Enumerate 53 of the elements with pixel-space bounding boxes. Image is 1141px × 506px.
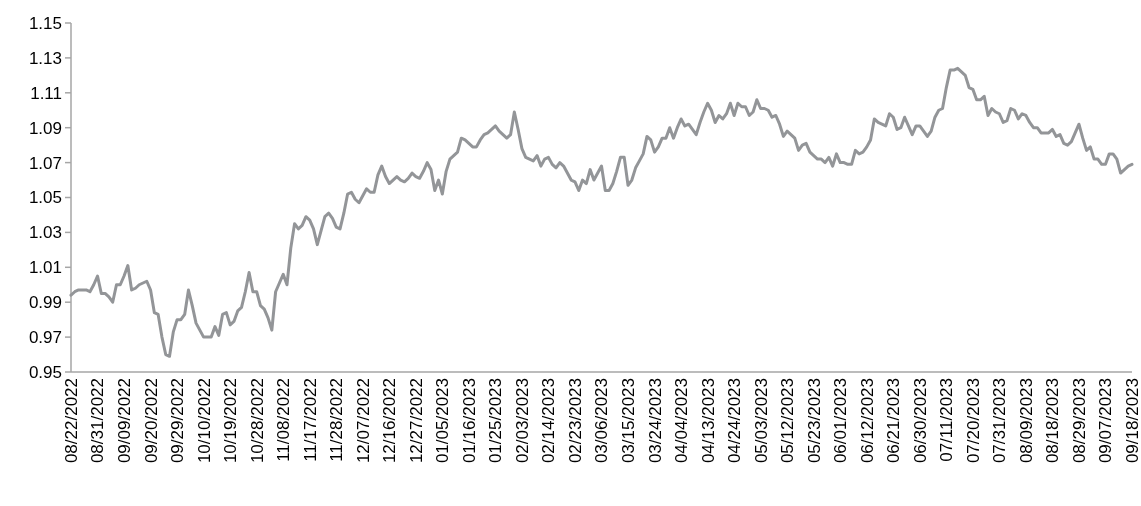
x-tick-label: 04/13/2023 bbox=[698, 378, 718, 464]
x-tick-label: 07/20/2023 bbox=[963, 378, 983, 464]
x-tick-label: 03/15/2023 bbox=[618, 378, 638, 464]
y-tick-label: 1.05 bbox=[28, 188, 62, 208]
x-tick-label: 02/14/2023 bbox=[539, 378, 559, 464]
x-tick-label: 10/10/2022 bbox=[194, 378, 214, 464]
x-tick-label: 11/17/2022 bbox=[300, 378, 320, 462]
x-tick-label: 08/31/2022 bbox=[88, 378, 108, 464]
x-tick-label: 06/30/2023 bbox=[910, 378, 930, 464]
x-tick-label: 12/27/2022 bbox=[406, 378, 426, 464]
x-tick-label: 09/20/2022 bbox=[141, 378, 161, 464]
x-tick-label: 12/07/2022 bbox=[353, 378, 373, 464]
x-tick-label: 08/29/2023 bbox=[1069, 378, 1089, 464]
x-tick-label: 02/03/2023 bbox=[512, 378, 532, 464]
y-tick-label: 1.15 bbox=[28, 13, 62, 33]
y-tick-label: 1.11 bbox=[30, 83, 62, 103]
x-tick-label: 05/03/2023 bbox=[751, 378, 771, 464]
x-tick-label: 06/12/2023 bbox=[857, 378, 877, 464]
x-tick-label: 05/12/2023 bbox=[778, 378, 798, 464]
line-series bbox=[69, 66, 1134, 358]
x-tick-label: 09/18/2023 bbox=[1122, 378, 1141, 464]
y-tick-label: 0.99 bbox=[28, 293, 62, 313]
x-tick-label: 09/07/2023 bbox=[1096, 378, 1116, 464]
y-tick-label: 0.97 bbox=[28, 328, 62, 348]
x-tick-label: 10/19/2022 bbox=[221, 378, 241, 464]
x-tick-label: 03/06/2023 bbox=[592, 378, 612, 464]
x-tick-label: 11/08/2022 bbox=[274, 378, 294, 462]
x-tick-label: 01/16/2023 bbox=[459, 378, 479, 464]
x-tick-label: 11/28/2022 bbox=[327, 378, 347, 462]
x-tick-label: 10/28/2022 bbox=[247, 378, 267, 464]
x-tick-label: 03/24/2023 bbox=[645, 378, 665, 464]
x-tick-label: 07/31/2023 bbox=[990, 378, 1010, 464]
x-tick-label: 04/04/2023 bbox=[672, 378, 692, 464]
y-tick-label: 1.07 bbox=[28, 153, 62, 173]
x-tick-label: 02/23/2023 bbox=[565, 378, 585, 464]
x-tick-label: 01/05/2023 bbox=[433, 378, 453, 464]
x-tick-label: 01/25/2023 bbox=[486, 378, 506, 464]
x-tick-label: 09/29/2022 bbox=[168, 378, 188, 464]
x-tick-label: 06/01/2023 bbox=[831, 378, 851, 464]
x-tick-label: 12/16/2022 bbox=[380, 378, 400, 464]
y-tick-label: 1.09 bbox=[28, 118, 62, 138]
y-tick-label: 1.03 bbox=[28, 223, 62, 243]
x-tick-label: 04/24/2023 bbox=[725, 378, 745, 464]
y-tick-label: 0.95 bbox=[28, 362, 62, 382]
x-tick-label: 06/21/2023 bbox=[884, 378, 904, 464]
x-tick-label: 08/18/2023 bbox=[1043, 378, 1063, 464]
x-tick-label: 05/23/2023 bbox=[804, 378, 824, 464]
x-tick-label: 08/09/2023 bbox=[1016, 378, 1036, 464]
y-tick-label: 1.13 bbox=[28, 48, 62, 68]
y-tick-label: 1.01 bbox=[28, 258, 62, 278]
x-tick-label: 08/22/2022 bbox=[61, 378, 81, 464]
x-tick-label: 09/09/2022 bbox=[115, 378, 134, 464]
x-tick-label: 07/11/2023 bbox=[937, 378, 957, 462]
